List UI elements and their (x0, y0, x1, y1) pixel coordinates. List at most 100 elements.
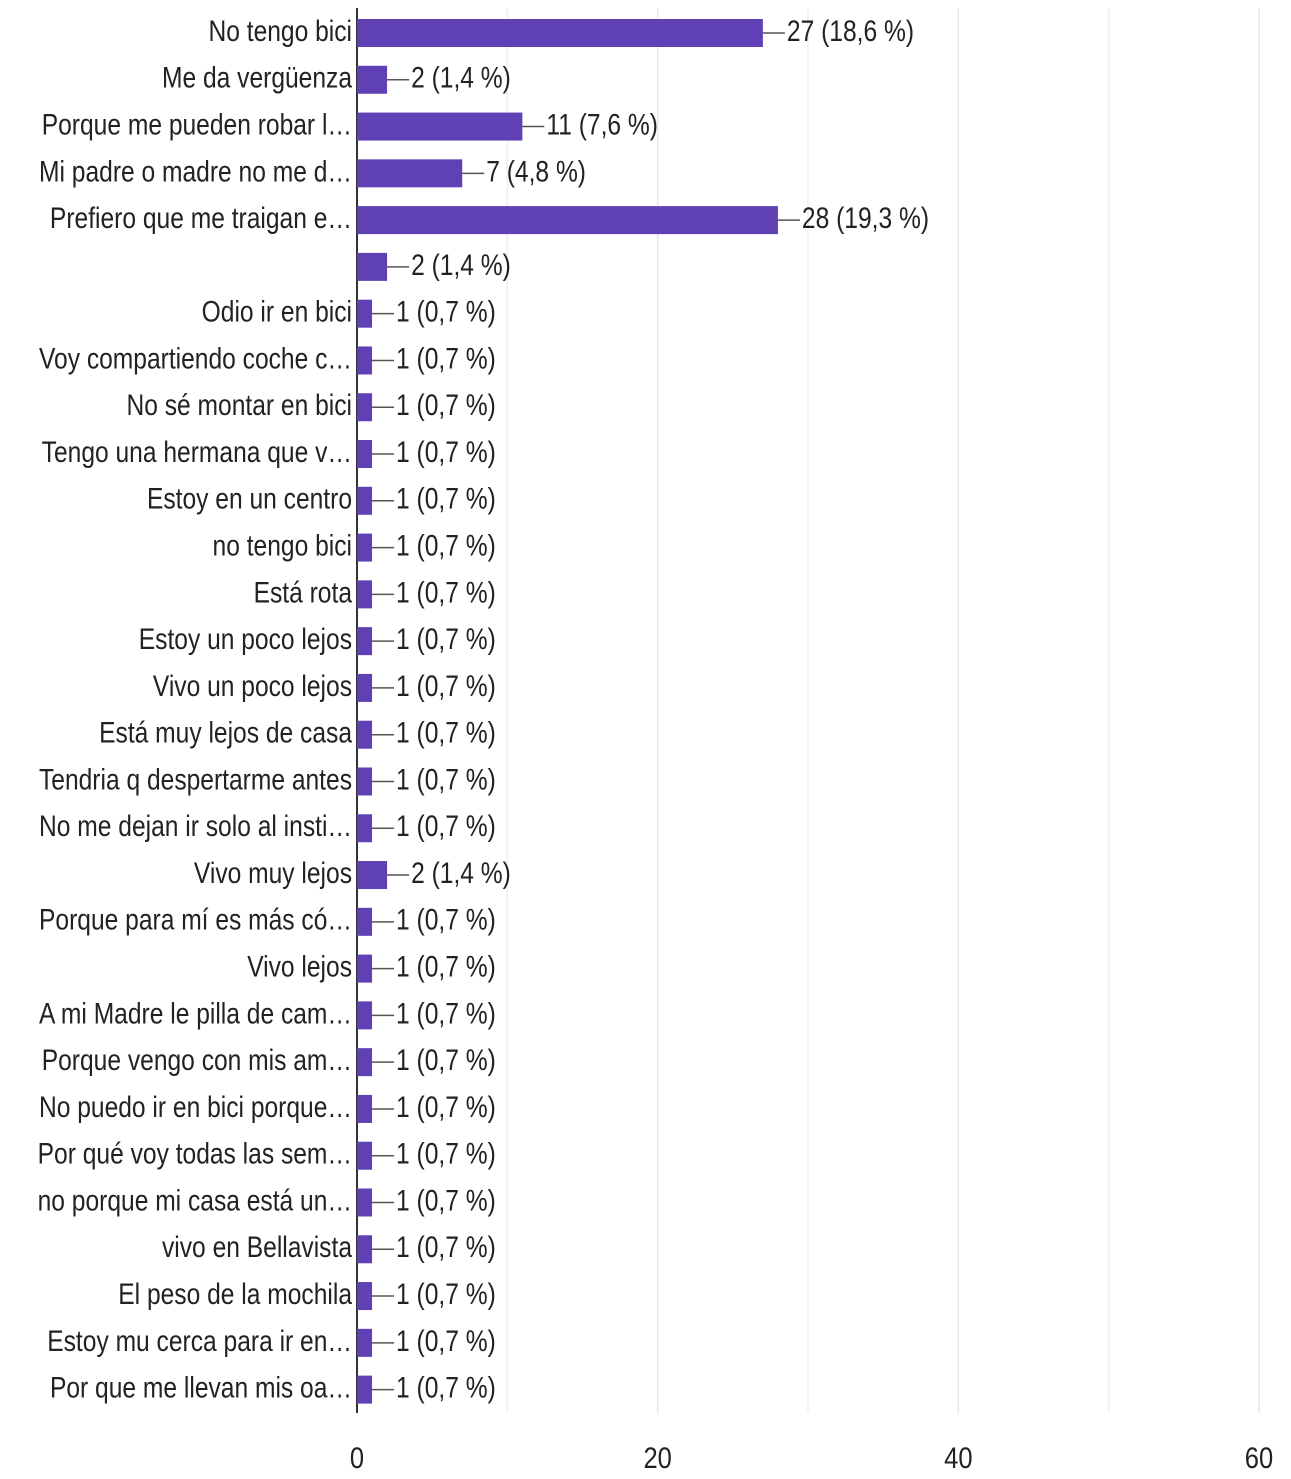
y-tick-label: Por qué voy todas las sem… (38, 1136, 352, 1170)
value-label-group: 1 (0,7 %) (396, 1230, 496, 1264)
value-label-group: 1 (0,7 %) (396, 1323, 496, 1357)
bar (357, 533, 373, 562)
y-tick-label: Odio ir en bici (202, 294, 352, 328)
bar (357, 1282, 373, 1311)
y-tick-label: No me dejan ir solo al insti… (39, 809, 352, 843)
category-label-group: No puedo ir en bici porque… (39, 1090, 352, 1124)
bar (357, 580, 373, 609)
bar (357, 206, 778, 235)
value-label-group: 1 (0,7 %) (396, 388, 496, 422)
y-tick-label: Tendria q despertarme antes (39, 762, 352, 796)
value-label: 1 (0,7 %) (396, 902, 496, 936)
bar (357, 1375, 373, 1404)
bar (357, 1328, 373, 1357)
value-label: 1 (0,7 %) (396, 528, 496, 562)
y-tick-label: Vivo muy lejos (194, 856, 352, 890)
category-label-group: Estoy mu cerca para ir en… (47, 1323, 352, 1357)
bar (357, 1094, 373, 1123)
value-label: 1 (0,7 %) (396, 575, 496, 609)
category-label-group: Tengo una hermana que v… (42, 435, 352, 469)
bar (357, 861, 388, 890)
y-tick-label: Está rota (254, 575, 353, 609)
bar (357, 1001, 373, 1030)
category-label-group: no porque mi casa está un… (38, 1183, 352, 1217)
value-label-group: 1 (0,7 %) (396, 809, 496, 843)
value-label: 28 (19,3 %) (802, 201, 929, 235)
y-tick-label: Tengo una hermana que v… (42, 435, 352, 469)
bar (357, 159, 463, 188)
y-tick-label: No sé montar en bici (126, 388, 352, 422)
value-label-group: 1 (0,7 %) (396, 435, 496, 469)
category-label-group: Por que me llevan mis oa… (50, 1370, 352, 1404)
x-tick-label: 60 (1245, 1441, 1273, 1474)
category-label-group: El peso de la mochila (118, 1277, 352, 1311)
bar (357, 393, 373, 422)
y-tick-label: A mi Madre le pilla de cam… (39, 996, 352, 1030)
category-label-group: Odio ir en bici (202, 294, 352, 328)
y-tick-label: Voy compartiendo coche c… (39, 341, 352, 375)
value-label-group: 1 (0,7 %) (396, 341, 496, 375)
value-label-group: 1 (0,7 %) (396, 949, 496, 983)
value-label: 1 (0,7 %) (396, 341, 496, 375)
bar (357, 1141, 373, 1170)
bar (357, 814, 373, 843)
value-label-group: 2 (1,4 %) (411, 60, 511, 94)
value-label: 1 (0,7 %) (396, 1136, 496, 1170)
category-label-group: No sé montar en bici (126, 388, 352, 422)
value-label-group: 1 (0,7 %) (396, 902, 496, 936)
bar (357, 65, 388, 94)
y-tick-label: Porque para mí es más có… (39, 902, 352, 936)
value-label-group: 1 (0,7 %) (396, 1277, 496, 1311)
category-label-group: Por qué voy todas las sem… (38, 1136, 352, 1170)
value-label-group: 2 (1,4 %) (411, 247, 511, 281)
y-tick-label: El peso de la mochila (118, 1277, 352, 1311)
category-label-group: no tengo bici (213, 528, 352, 562)
y-tick-label: Porque vengo con mis am… (42, 1043, 352, 1077)
y-tick-label: Estoy un poco lejos (139, 622, 352, 656)
value-label: 1 (0,7 %) (396, 1277, 496, 1311)
value-label: 1 (0,7 %) (396, 294, 496, 328)
value-label-group: 1 (0,7 %) (396, 528, 496, 562)
bar (357, 1235, 373, 1264)
value-label-group: 1 (0,7 %) (396, 715, 496, 749)
y-tick-label: Estoy mu cerca para ir en… (47, 1323, 352, 1357)
value-label-group: 1 (0,7 %) (396, 481, 496, 515)
value-label-group: 1 (0,7 %) (396, 1043, 496, 1077)
bar (357, 486, 373, 515)
value-label-group: 11 (7,6 %) (546, 107, 658, 141)
value-label: 1 (0,7 %) (396, 1323, 496, 1357)
value-label: 1 (0,7 %) (396, 1183, 496, 1217)
value-label-group: 1 (0,7 %) (396, 996, 496, 1030)
value-label-group: 1 (0,7 %) (396, 1136, 496, 1170)
value-label: 1 (0,7 %) (396, 481, 496, 515)
value-label: 7 (4,8 %) (486, 154, 586, 188)
y-tick-label: Estoy en un centro (147, 481, 352, 515)
category-label-group: Me da vergüenza (162, 60, 353, 94)
value-label: 1 (0,7 %) (396, 809, 496, 843)
value-label: 1 (0,7 %) (396, 949, 496, 983)
value-label-group: 1 (0,7 %) (396, 575, 496, 609)
y-tick-label: Está muy lejos de casa (99, 715, 353, 749)
value-label: 1 (0,7 %) (396, 715, 496, 749)
x-tick-label: 0 (350, 1441, 364, 1474)
value-label: 1 (0,7 %) (396, 996, 496, 1030)
value-label: 1 (0,7 %) (396, 388, 496, 422)
value-label-group: 1 (0,7 %) (396, 762, 496, 796)
value-label-group: 28 (19,3 %) (802, 201, 929, 235)
value-label-group: 1 (0,7 %) (396, 1090, 496, 1124)
value-label: 1 (0,7 %) (396, 669, 496, 703)
category-label-group: Porque me pueden robar l… (42, 107, 352, 141)
category-label-group: Está muy lejos de casa (99, 715, 353, 749)
value-label: 1 (0,7 %) (396, 1043, 496, 1077)
category-label-group: Está rota (254, 575, 353, 609)
category-label-group: Mi padre o madre no me d… (39, 154, 352, 188)
y-tick-label: Vivo un poco lejos (153, 669, 352, 703)
category-label-group: Vivo un poco lejos (153, 669, 352, 703)
value-label: 27 (18,6 %) (787, 14, 914, 48)
category-label-group: Tendria q despertarme antes (39, 762, 352, 796)
value-label-group: 1 (0,7 %) (396, 1370, 496, 1404)
bar (357, 673, 373, 702)
bar (357, 1188, 373, 1217)
value-label: 1 (0,7 %) (396, 622, 496, 656)
